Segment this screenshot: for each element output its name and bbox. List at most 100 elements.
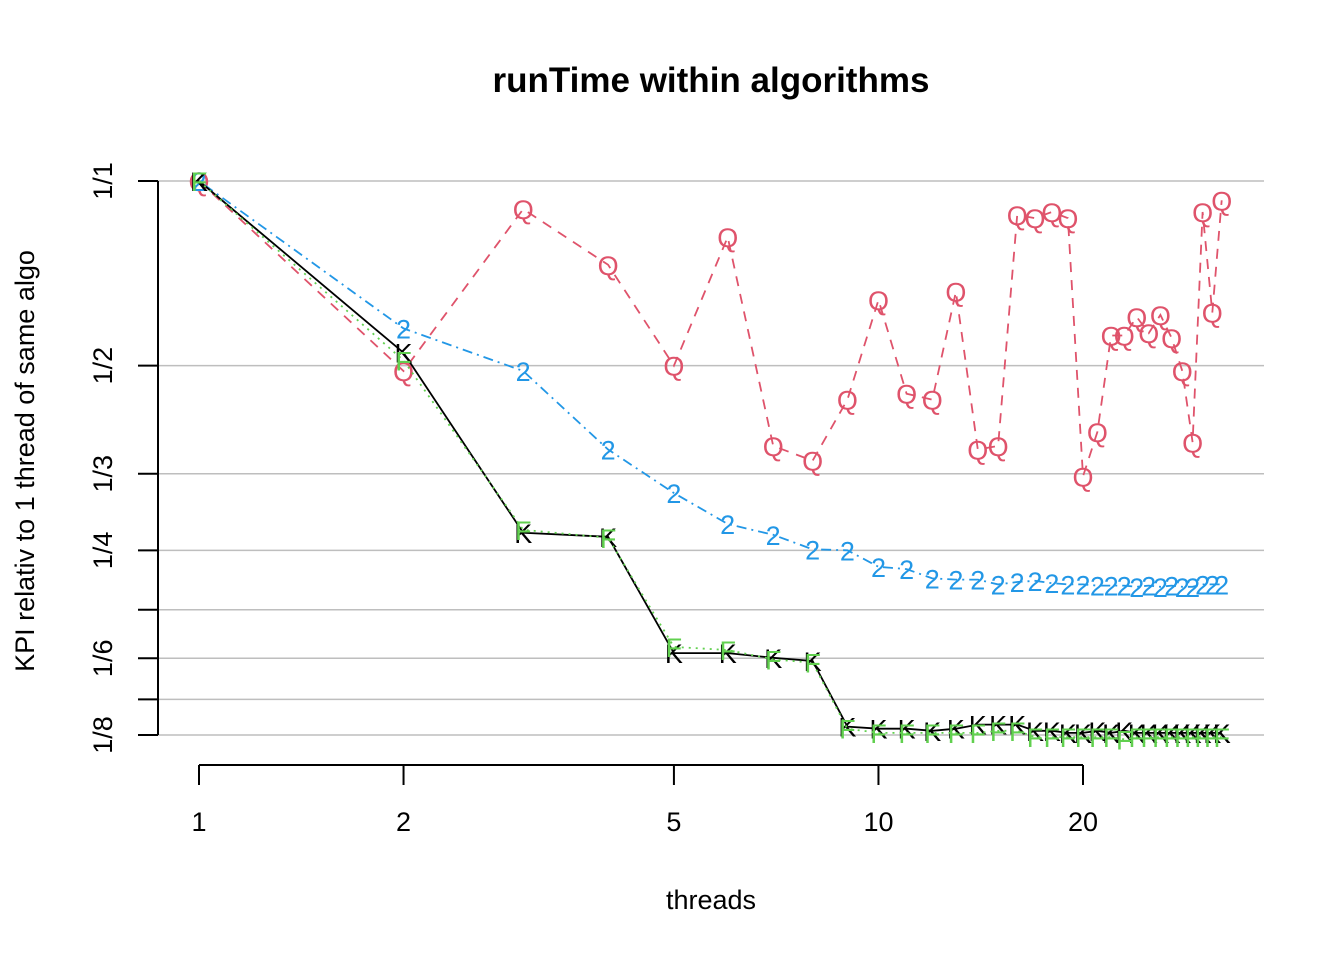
data-point-K: K [947, 715, 965, 745]
data-point-Q: Q [1101, 322, 1122, 352]
data-point-2: 2 [766, 521, 781, 551]
data-point-F: F [666, 633, 683, 663]
data-point-F: F [1116, 725, 1133, 755]
data-point-F: F [1204, 723, 1221, 753]
x-tick-label: 5 [666, 807, 681, 837]
data-point-2: 2 [1205, 570, 1220, 600]
data-point-2: 2 [1153, 573, 1168, 603]
data-point-Q: Q [663, 352, 684, 382]
data-point-F: F [1184, 723, 1201, 753]
x-tick-label: 1 [191, 807, 206, 837]
data-point-Q: Q [1024, 204, 1045, 234]
y-tick-label: 1/6 [88, 640, 118, 678]
data-point-K: K [1102, 719, 1120, 749]
data-point-Q: Q [988, 432, 1009, 462]
data-point-Q: Q [1007, 201, 1028, 231]
data-point-Q: Q [896, 380, 917, 410]
data-point-F: F [600, 524, 617, 554]
data-point-K: K [394, 339, 412, 369]
data-point-K: K [514, 519, 532, 549]
series-line-F [198, 180, 1222, 741]
data-point-K: K [665, 639, 683, 669]
data-point-K: K [1026, 717, 1044, 747]
data-point-K: K [1128, 719, 1146, 749]
data-point-K: K [1173, 719, 1191, 749]
data-point-K: K [898, 715, 916, 745]
data-point-2: 2 [601, 436, 616, 466]
x-tick-label: 20 [1068, 807, 1098, 837]
data-point-F: F [191, 167, 208, 197]
data-point-Q: Q [868, 286, 889, 316]
data-point-K: K [869, 715, 887, 745]
data-point-K: K [599, 523, 617, 553]
data-point-Q: Q [513, 195, 534, 225]
data-point-2: 2 [1214, 570, 1229, 600]
data-point-K: K [1203, 719, 1221, 749]
data-point-2: 2 [899, 555, 914, 585]
data-point-2: 2 [948, 566, 963, 596]
y-tick-label: 1/3 [88, 455, 118, 493]
data-point-2: 2 [871, 553, 886, 583]
x-tick-label: 2 [396, 807, 411, 837]
data-point-F: F [1213, 723, 1230, 753]
data-point-Q: Q [1087, 418, 1108, 448]
data-point-2: 2 [516, 357, 531, 387]
series-line-K [198, 180, 1222, 734]
y-tick-label: 1/4 [88, 532, 118, 570]
data-point-F: F [804, 649, 821, 679]
data-point-Q: Q [967, 436, 988, 466]
data-point-F: F [1174, 723, 1191, 753]
data-point-Q: Q [922, 386, 943, 416]
data-point-Q: Q [1172, 357, 1193, 387]
data-point-F: F [1075, 723, 1092, 753]
data-point-F: F [924, 719, 941, 749]
data-point-2: 2 [925, 564, 940, 594]
data-point-Q: Q [717, 223, 738, 253]
data-point-F: F [990, 717, 1007, 747]
data-point-K: K [1059, 719, 1077, 749]
data-point-Q: Q [763, 432, 784, 462]
data-point-2: 2 [1010, 568, 1025, 598]
data-point-2: 2 [1060, 570, 1075, 600]
data-point-K: K [1115, 717, 1133, 747]
data-point-K: K [1008, 711, 1026, 741]
data-point-2: 2 [1117, 572, 1132, 602]
y-tick-label: 1/8 [88, 716, 118, 754]
data-point-F: F [1027, 723, 1044, 753]
data-point-2: 2 [1175, 573, 1190, 603]
data-point-K: K [1074, 719, 1092, 749]
data-point-Q: Q [1161, 324, 1182, 354]
data-point-Q: Q [802, 447, 823, 477]
data-point-2: 2 [1075, 570, 1090, 600]
data-point-F: F [1060, 723, 1077, 753]
data-point-F: F [395, 346, 412, 376]
data-point-2: 2 [1044, 569, 1059, 599]
data-point-F: F [1152, 723, 1169, 753]
data-point-Q: Q [945, 278, 966, 308]
data-point-F: F [870, 719, 887, 749]
data-point-K: K [989, 711, 1007, 741]
data-point-F: F [1103, 723, 1120, 753]
data-point-K: K [1163, 719, 1181, 749]
data-point-Q: Q [1057, 204, 1078, 234]
data-point-Q: Q [598, 251, 619, 281]
data-point-K: K [923, 717, 941, 747]
x-axis-label: threads [666, 885, 756, 915]
data-point-K: K [719, 639, 737, 669]
data-point-K: K [1151, 719, 1169, 749]
data-point-2: 2 [1141, 572, 1156, 602]
data-point-F: F [839, 715, 856, 745]
data-point-2: 2 [1129, 573, 1144, 603]
data-point-Q: Q [837, 386, 858, 416]
data-point-F: F [719, 636, 736, 666]
data-point-K: K [969, 711, 987, 741]
data-point-Q: Q [1192, 198, 1213, 228]
series-line-2 [198, 180, 1222, 588]
data-point-F: F [515, 516, 532, 546]
data-point-Q: Q [1072, 462, 1093, 492]
